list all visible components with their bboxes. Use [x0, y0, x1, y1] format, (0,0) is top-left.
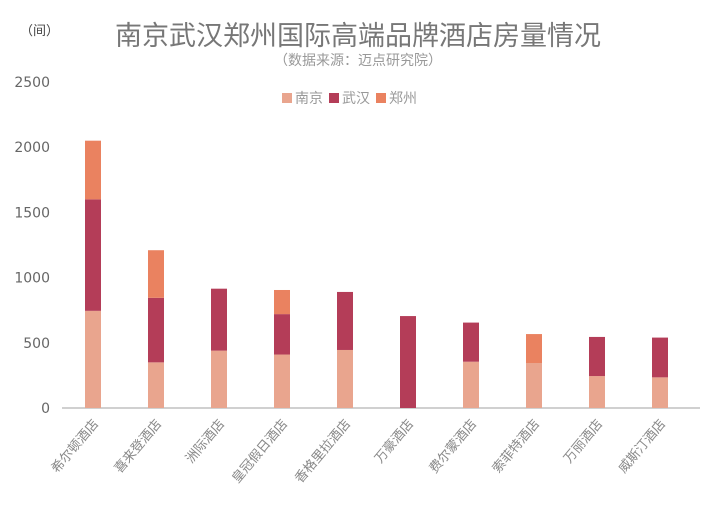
- x-tick-label: 喜来登酒店: [112, 417, 165, 476]
- bar-南京-洲际酒店: [211, 350, 227, 408]
- bar-武汉-威斯汀酒店: [652, 337, 668, 378]
- y-tick-label: 2500: [14, 75, 50, 91]
- y-tick-label: 2000: [14, 140, 50, 156]
- bar-郑州-希尔顿酒店: [85, 140, 101, 200]
- x-tick-label: 希尔顿酒店: [49, 417, 102, 476]
- bar-南京-威斯汀酒店: [652, 377, 668, 408]
- x-tick-label: 万豪酒店: [371, 416, 417, 466]
- legend-item-wuhan: 武汉: [329, 88, 370, 108]
- bar-武汉-万豪酒店: [400, 316, 416, 408]
- bar-武汉-喜来登酒店: [148, 297, 164, 363]
- y-tick-label: 1000: [14, 271, 50, 287]
- bar-郑州-索菲特酒店: [526, 334, 542, 364]
- bar-武汉-希尔顿酒店: [85, 199, 101, 311]
- x-tick-label: 洲际酒店: [183, 417, 228, 466]
- legend-item-zhengzhou: 郑州: [376, 88, 417, 108]
- x-tick-label: 皇冠假日酒店: [229, 417, 291, 486]
- bar-武汉-洲际酒店: [211, 288, 227, 351]
- bar-武汉-皇冠假日酒店: [274, 314, 290, 355]
- chart-subtitle: （数据来源：迈点研究院）: [274, 53, 442, 69]
- y-tick-label: 1500: [14, 205, 50, 221]
- x-tick-label: 万丽酒店: [561, 417, 606, 466]
- legend-item-nanjing: 南京: [282, 88, 323, 108]
- y-tick-label: 0: [41, 401, 50, 417]
- bar-南京-万丽酒店: [589, 376, 605, 408]
- bar-南京-费尔蒙酒店: [463, 361, 479, 408]
- x-tick-label: 索菲特酒店: [490, 417, 543, 476]
- bar-郑州-皇冠假日酒店: [274, 289, 290, 315]
- bar-郑州-喜来登酒店: [148, 250, 164, 298]
- bar-武汉-香格里拉酒店: [337, 291, 353, 350]
- x-tick-label: 香格里拉酒店: [292, 416, 354, 486]
- legend: 南京 武汉 郑州: [282, 88, 417, 108]
- bar-南京-皇冠假日酒店: [274, 354, 290, 408]
- bar-南京-香格里拉酒店: [337, 349, 353, 408]
- bar-南京-索菲特酒店: [526, 363, 542, 408]
- bar-武汉-万丽酒店: [589, 336, 605, 377]
- bar-武汉-费尔蒙酒店: [463, 322, 479, 362]
- y-tick-label: 500: [23, 336, 50, 352]
- bar-南京-希尔顿酒店: [85, 310, 101, 408]
- bar-南京-喜来登酒店: [148, 362, 164, 408]
- y-axis-unit: （间）: [20, 24, 60, 39]
- x-tick-label: 威斯汀酒店: [616, 417, 669, 476]
- chart-title: 南京武汉郑州国际高端品牌酒店房量情况: [115, 21, 601, 52]
- x-tick-label: 费尔蒙酒店: [427, 417, 480, 476]
